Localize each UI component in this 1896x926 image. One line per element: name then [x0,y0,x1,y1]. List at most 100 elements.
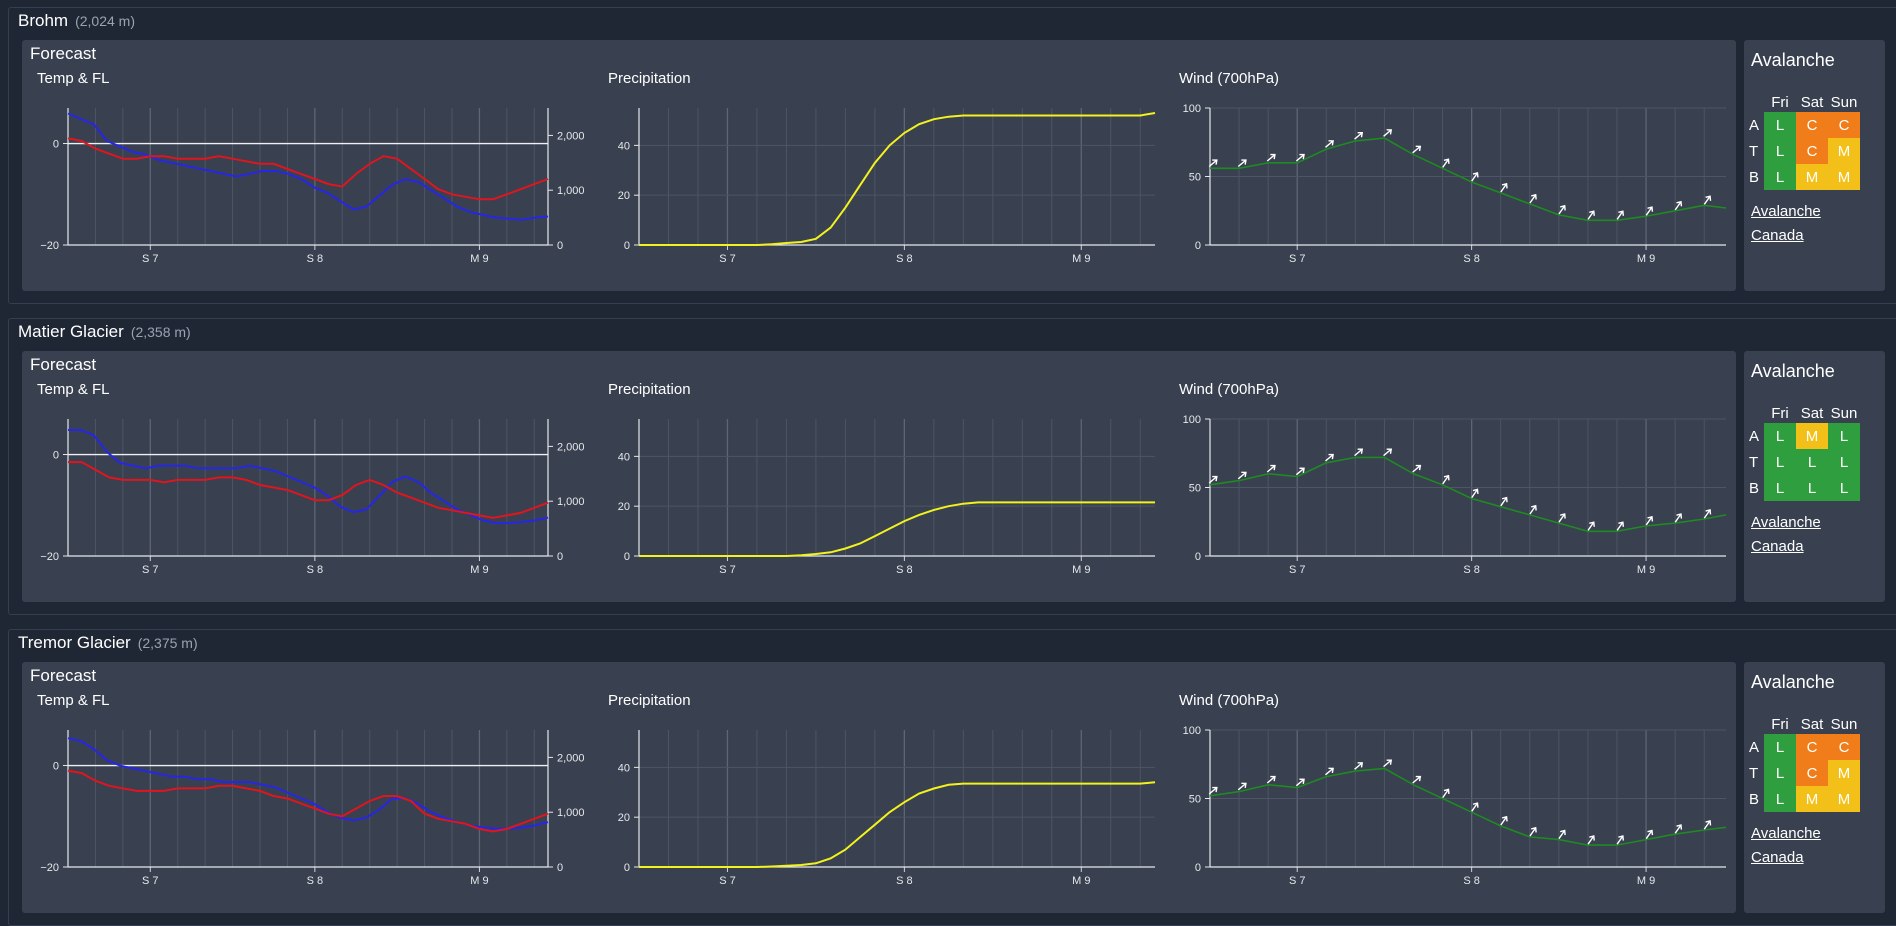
forecast-panel: Forecast Temp & FL Precipitation Wind (700h… [22,351,1736,602]
danger-rating-cell: M [1828,760,1860,786]
wind-direction-arrow-icon [1442,788,1450,798]
wind-direction-arrow-icon [1237,159,1247,168]
danger-rating-cell: M [1796,423,1828,449]
danger-rating-cell: L [1764,423,1796,449]
x-tick-label: S 8 [1463,253,1480,265]
danger-rating-cell: L [1764,112,1796,138]
wind-direction-arrow-icon [1529,193,1537,204]
wind-direction-arrow-icon [1412,775,1422,784]
x-tick-label: S 7 [719,875,736,887]
danger-rating-cell: L [1764,475,1796,501]
forecast-panel: Forecast Temp & FL Precipitation Wind (700h… [22,662,1736,913]
precipitation-line [639,781,1156,868]
wind-direction-arrow-icon [1442,158,1450,168]
wind-direction-arrow-icon [1674,513,1683,523]
danger-rating-cell: L [1828,475,1860,501]
x-tick-label: M 9 [1637,564,1655,576]
temperature-line [67,769,549,833]
wind-direction-arrow-icon [1558,829,1566,840]
wind-direction-arrow-icon [1295,153,1305,162]
elevation-band-label: B [1749,790,1760,808]
wind-direction-arrow-icon [1587,521,1595,531]
x-tick-label: S 8 [1463,875,1480,887]
site-elevation: (2,375 m) [137,635,198,651]
wind-direction-arrow-icon [1237,782,1247,791]
table-corner [1749,714,1764,734]
site-elevation: (2,358 m) [130,324,191,340]
x-tick-label: S 7 [142,253,159,265]
danger-rating-cell: L [1764,786,1796,812]
avalanche-canada-link[interactable]: Avalanche Canada [1751,200,1821,248]
wind-chart-title: Wind (700hPa) [1179,381,1280,398]
freezing-level-line [67,112,549,221]
y-tick-label: −20 [40,862,59,874]
wind-direction-arrow-icon [1500,182,1508,193]
elevation-band-label: B [1749,168,1760,186]
link-line-2: Canada [1751,849,1804,866]
wind-direction-arrow-icon [1295,467,1305,476]
danger-rating-cell: L [1828,449,1860,475]
day-header: Fri [1771,715,1789,733]
freezing-level-line [68,429,549,525]
wind-direction-arrow-icon [1558,204,1566,215]
temp-chart-title: Temp & FL [37,692,110,709]
elevation-band-label: A [1749,427,1760,445]
x-tick-label: M 9 [1072,253,1090,265]
wind-direction-arrow-icon [1529,826,1537,837]
forecast-charts: S 7 S 8 M 9 −20 0 0 1,000 2,000 S 7 S 8 M 9 0 20 40 S … [40,725,1727,887]
link-line-1: Avalanche [1751,514,1821,531]
y-tick-label: 2,000 [557,752,585,764]
day-header: Fri [1771,93,1789,111]
y-tick-label: 20 [618,812,630,824]
danger-rating-cell: L [1764,449,1796,475]
x-tick-label: S 8 [307,253,324,265]
wind-speed-line [1209,767,1727,846]
y-tick-label: 50 [1189,483,1201,495]
danger-rating-cell: L [1764,164,1796,190]
x-tick-label: S 8 [307,875,324,887]
y-tick-label: 0 [53,139,59,151]
avalanche-canada-link[interactable]: Avalanche Canada [1751,822,1821,870]
wind-direction-arrow-icon [1587,835,1595,845]
x-tick-label: S 8 [1463,564,1480,576]
freezing-level-line [67,737,549,830]
wind-direction-arrow-icon [1442,474,1450,485]
precipitation-line [639,112,1156,246]
elevation-band-label: T [1749,453,1759,471]
forecast-title: Forecast [30,355,97,374]
site-header: Matier Glacier (2,358 m) [18,322,191,342]
wind-direction-arrow-icon [1471,488,1479,498]
elevation-band-label: A [1749,738,1760,756]
y-tick-label: 100 [1183,414,1201,426]
danger-rating-table: Fri Sat Sun A L M L T L L L B L L L [1749,403,1860,501]
forecast-title: Forecast [30,666,97,685]
wind-direction-arrow-icon [1266,775,1276,784]
wind-direction-arrow-icon [1529,504,1537,515]
site-section: Matier Glacier (2,358 m) Forecast Temp & FL… [8,318,1896,615]
danger-rating-cell: M [1828,786,1860,812]
danger-rating-cell: M [1796,786,1828,812]
wind-direction-arrow-icon [1412,145,1422,154]
avalanche-panel: Avalanche Fri Sat Sun A L C C T L C M B L M M Avalanche C… [1744,40,1885,291]
y-tick-label: −20 [40,240,59,252]
danger-rating-cell: C [1828,734,1860,760]
x-tick-label: M 9 [1072,875,1090,887]
elevation-band-label: A [1749,116,1760,134]
avalanche-title: Avalanche [1751,672,1835,692]
danger-rating-cell: C [1796,112,1828,138]
y-tick-label: 0 [1195,551,1201,563]
y-tick-label: 2,000 [557,130,585,142]
wind-direction-arrow-icon [1237,471,1247,480]
wind-direction-arrow-icon [1383,759,1393,768]
avalanche-canada-link[interactable]: Avalanche Canada [1751,511,1821,559]
wind-direction-arrow-icon [1354,762,1364,770]
wind-direction-arrow-icon [1500,815,1508,826]
danger-rating-cell: L [1764,734,1796,760]
y-tick-label: 40 [618,140,630,152]
danger-rating-cell: M [1828,138,1860,164]
link-line-2: Canada [1751,538,1804,555]
elevation-band-label: T [1749,142,1759,160]
avalanche-panel: Avalanche Fri Sat Sun A L M L T L L L B L L L Avalanche C… [1744,351,1885,602]
y-tick-label: 100 [1183,725,1201,737]
